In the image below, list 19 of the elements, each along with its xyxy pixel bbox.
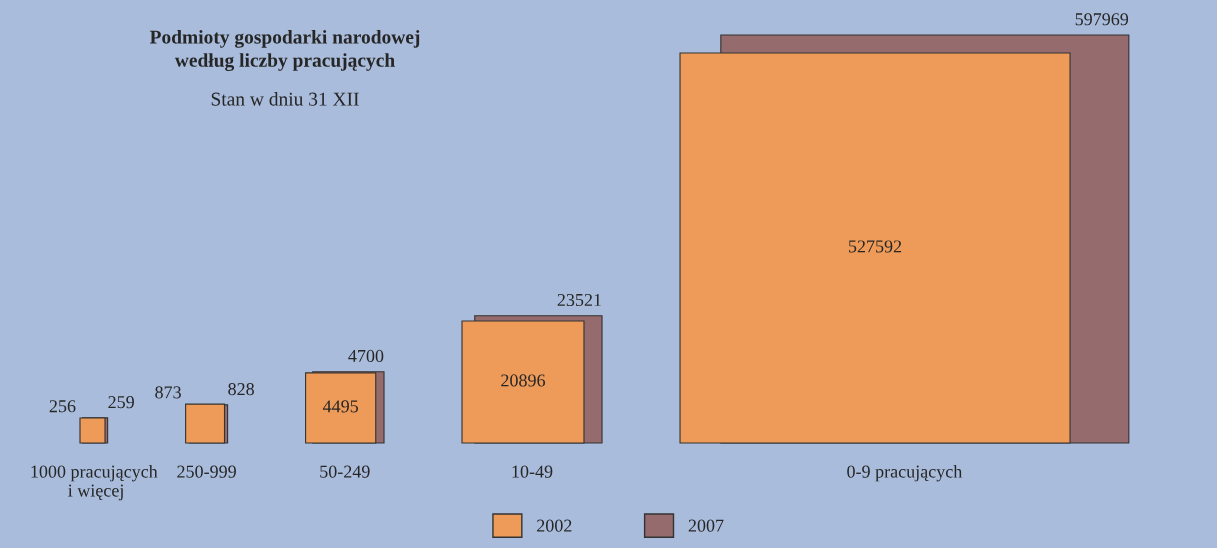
legend-label: 2007 <box>688 519 724 532</box>
data-label: 20896 <box>501 374 546 387</box>
category-label: 10-49 <box>512 465 553 478</box>
text: Podmioty gospodarki narodowej według liczby pracujących <box>149 30 420 71</box>
data-label: 4700 <box>348 349 384 363</box>
data-label: 597969 <box>1075 13 1129 26</box>
text: Stan w dniu 31 XII <box>211 92 359 106</box>
category-label: 250-999 <box>177 465 236 478</box>
category-label: 50-249 <box>320 465 370 478</box>
data-label: 256 <box>49 400 76 413</box>
data-label: 259 <box>108 396 134 409</box>
data-label: 873 <box>155 386 181 399</box>
legend-label: 2002 <box>537 519 572 532</box>
data-label: 828 <box>228 382 254 396</box>
data-label: 527592 <box>849 240 902 253</box>
data-label: 23521 <box>557 293 601 307</box>
data-label: 4495 <box>322 400 359 413</box>
category-label: 0-9 pracujących <box>847 465 963 482</box>
category-label: 1000 pracujących i więcej <box>31 465 158 501</box>
